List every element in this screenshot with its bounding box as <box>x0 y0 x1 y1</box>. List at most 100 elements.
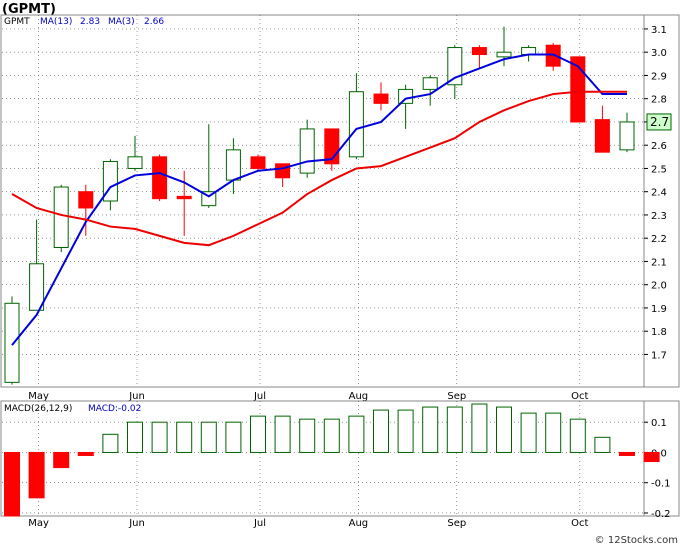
macd-grid <box>2 401 643 516</box>
macd-x-tick-label: Oct <box>571 518 588 529</box>
macd-bar-positive <box>373 409 389 453</box>
candle-body-down <box>250 156 266 169</box>
watermark: © 12Stocks.com <box>595 535 678 546</box>
price-y-tick-label: 2.3 <box>651 211 667 222</box>
candle-body-up <box>398 88 414 104</box>
candlesticks <box>4 26 635 385</box>
candle-body-up <box>299 128 315 174</box>
macd-x-tick-label: May <box>28 518 49 529</box>
candle <box>127 135 143 171</box>
price-x-tick-label: Jul <box>253 391 266 402</box>
candle <box>398 84 414 129</box>
macd-panel <box>0 400 680 517</box>
macd-bar-positive <box>127 421 143 453</box>
candle <box>250 154 266 171</box>
macd-bars <box>4 403 660 517</box>
macd-bar-positive <box>151 421 168 453</box>
candle <box>53 184 69 253</box>
price-x-tick-label: Aug <box>349 391 369 402</box>
macd-y-tick-label: -0.2 <box>651 509 671 520</box>
macd-bar-positive <box>520 412 537 453</box>
candle <box>422 75 438 106</box>
candle-body-up <box>496 51 512 58</box>
macd-value-label: MACD:-0.02 <box>88 404 141 414</box>
price-x-tick-label: Oct <box>571 391 588 402</box>
macd-bar-negative <box>28 451 45 499</box>
macd-bar-positive <box>397 409 414 453</box>
candle <box>373 82 389 111</box>
price-y-tick-label: 1.7 <box>651 350 667 361</box>
macd-bar-positive <box>446 406 463 453</box>
macd-x-tick-label: Sep <box>447 518 466 529</box>
price-grid <box>2 15 643 387</box>
price-y-tick-label: 1.9 <box>651 304 667 315</box>
candle-body-down <box>570 56 586 123</box>
candle <box>348 73 364 160</box>
macd-y-tick-label: -0.1 <box>651 479 671 490</box>
macd-bar-positive <box>323 418 340 453</box>
legend-ma3: MA(3) <box>108 17 135 27</box>
last-price-box <box>646 113 672 131</box>
macd-bar-positive <box>422 406 439 453</box>
price-x-labels: May Jun Jul Aug Sep Oct <box>28 391 588 402</box>
price-y-tick-label: 2.2 <box>651 234 667 245</box>
candle <box>594 105 610 153</box>
candle <box>78 184 94 236</box>
macd-bar-negative <box>53 451 70 469</box>
candle <box>619 112 635 153</box>
candle <box>447 45 463 99</box>
chart-title: (GPMT) <box>2 2 56 17</box>
candle-body-up <box>348 91 364 158</box>
candle-body-up <box>521 47 537 56</box>
candle-body-up <box>447 47 463 86</box>
macd-bar-positive <box>545 412 562 453</box>
price-y-tick-label: 2.8 <box>651 95 667 106</box>
macd-bar-negative <box>619 451 635 456</box>
last-price-label: 2.7 <box>650 115 669 129</box>
legend-ticker: GPMT <box>4 17 30 27</box>
price-y-tick-label: 1.8 <box>651 327 667 338</box>
legend-ma13: MA(13) <box>40 17 72 27</box>
candle-body-up <box>53 186 69 249</box>
macd-bar-positive <box>274 415 291 453</box>
candle-body-up <box>225 149 241 181</box>
macd-x-labels: May Jun Jul Aug Sep Oct <box>28 518 588 529</box>
macd-bar-positive <box>102 433 119 453</box>
macd-x-tick-label: Aug <box>349 518 369 529</box>
ma13-line <box>11 53 627 346</box>
candle-body-up <box>29 263 45 311</box>
candle-body-down <box>176 195 192 200</box>
price-y-tick-label: 2.9 <box>651 71 667 82</box>
price-y-tick-label: 3.0 <box>651 48 667 59</box>
macd-x-tick-label: Jun <box>128 518 145 529</box>
candle-body-up <box>619 121 635 151</box>
macd-x-tick-label: Jul <box>253 518 266 529</box>
candle-body-down <box>152 156 168 200</box>
last-price-marker: 2.7 <box>646 113 672 131</box>
candle-body-down <box>594 119 610 153</box>
price-y-tick-label: 3.1 <box>651 25 667 36</box>
price-y-tick-label: 2.5 <box>651 164 667 175</box>
macd-y-tick-label: 0.1 <box>651 418 667 429</box>
candle <box>471 45 487 69</box>
candle <box>152 154 168 201</box>
candle-body-up <box>4 302 20 383</box>
candle-body-up <box>127 156 143 169</box>
candle <box>29 219 45 311</box>
macd-bar-positive <box>299 418 316 453</box>
macd-bar-negative <box>643 451 660 463</box>
macd-bar-positive <box>250 415 266 453</box>
macd-bar-positive <box>348 415 365 453</box>
macd-bar-positive <box>471 403 488 453</box>
ma3-line <box>11 90 627 247</box>
macd-bar-positive <box>200 421 217 453</box>
candle-body-down <box>471 47 487 56</box>
candle-body-down <box>545 44 561 67</box>
macd-bar-positive <box>569 418 586 453</box>
macd-bar-positive <box>594 436 611 453</box>
candle <box>545 42 561 71</box>
candle-body-up <box>422 77 438 90</box>
legend-ma13-value: 2.83 <box>80 17 100 27</box>
